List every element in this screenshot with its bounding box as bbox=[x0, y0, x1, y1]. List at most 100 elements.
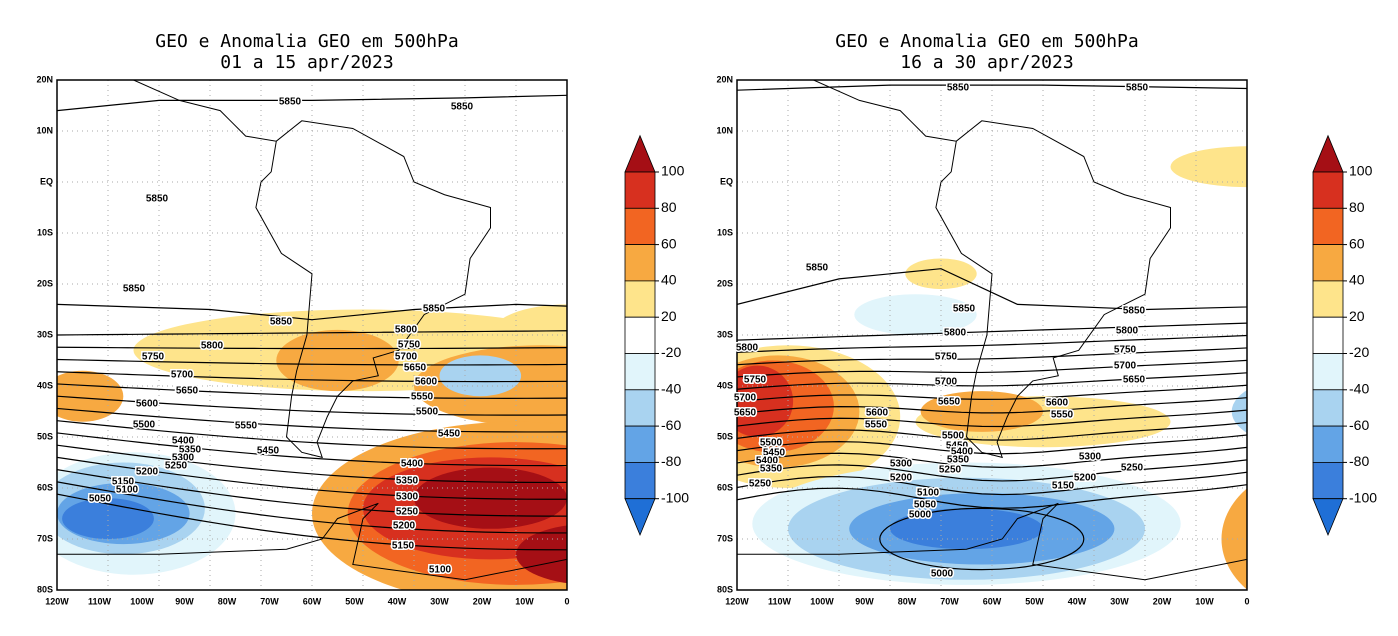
contour-label: 5100 bbox=[917, 488, 940, 499]
anomaly-area bbox=[276, 329, 399, 392]
contour-label: 5750 bbox=[398, 340, 421, 351]
lon-label: 90W bbox=[175, 596, 194, 606]
contour-line bbox=[57, 481, 567, 534]
contour-label: 5500 bbox=[133, 420, 156, 431]
lat-label: 40S bbox=[717, 380, 733, 390]
contour-label: 5450 bbox=[763, 448, 786, 459]
lat-label: 50S bbox=[37, 431, 53, 441]
map-frame bbox=[736, 79, 1248, 591]
lat-label: 50S bbox=[717, 431, 733, 441]
colorbar-cell bbox=[624, 389, 656, 427]
colorbar-label: -100 bbox=[1349, 489, 1377, 505]
lat-label: 10N bbox=[716, 125, 733, 135]
contour-label: 5550 bbox=[411, 392, 434, 403]
contour-line bbox=[57, 371, 567, 383]
contour-label: 5250 bbox=[939, 465, 962, 476]
contour-line bbox=[737, 268, 1247, 311]
colorbar-label: 20 bbox=[1349, 308, 1365, 324]
coastline bbox=[1262, 80, 1349, 162]
colorbar-cell bbox=[624, 244, 656, 282]
contour-label: 5300 bbox=[890, 459, 913, 470]
contour-label: 5400 bbox=[401, 459, 424, 470]
contour-label: 5450 bbox=[946, 441, 969, 452]
lon-label: 110W bbox=[88, 596, 112, 606]
anomaly-area bbox=[854, 294, 977, 335]
contour-label: 5850 bbox=[270, 317, 293, 328]
panel-subtitle: 16 a 30 apr/2023 bbox=[900, 52, 1073, 73]
colorbar-label: 80 bbox=[661, 199, 677, 215]
contour-label: 5300 bbox=[396, 492, 419, 503]
anomaly-area bbox=[890, 508, 1043, 550]
contour-line bbox=[57, 420, 567, 450]
contour-label: 5050 bbox=[89, 494, 112, 505]
contour-line bbox=[737, 359, 1247, 378]
lon-label: 10W bbox=[515, 596, 534, 606]
map-frame bbox=[56, 79, 568, 591]
lon-label: 80W bbox=[218, 596, 237, 606]
contour-label: 5250 bbox=[1121, 463, 1144, 474]
contour-label: 5800 bbox=[201, 341, 224, 352]
anomaly-area bbox=[516, 525, 567, 584]
lat-label: 70S bbox=[717, 533, 733, 543]
lon-label: 60W bbox=[983, 596, 1002, 606]
contour-label: 5050 bbox=[914, 500, 937, 511]
coastline bbox=[737, 502, 1247, 581]
contour-line bbox=[737, 397, 1247, 415]
lat-label: 10N bbox=[36, 125, 53, 135]
lon-label: 30W bbox=[430, 596, 449, 606]
contour-line bbox=[737, 334, 1247, 353]
contour-line bbox=[737, 372, 1247, 390]
contour-label: 5850 bbox=[953, 304, 976, 315]
lat-label: 20N bbox=[36, 74, 53, 84]
lat-label: 30S bbox=[37, 329, 53, 339]
contour-label: 5650 bbox=[734, 408, 757, 419]
contour-label: 5850 bbox=[947, 83, 970, 94]
lat-label: EQ bbox=[40, 176, 53, 186]
contour-label: 5200 bbox=[890, 473, 913, 484]
contour-label: 5500 bbox=[416, 407, 439, 418]
contour-label: 5550 bbox=[865, 420, 888, 431]
contour-label: 5250 bbox=[749, 479, 772, 490]
lon-label: 90W bbox=[855, 596, 874, 606]
colorbar-label: -40 bbox=[661, 381, 681, 397]
contour-label: 5450 bbox=[257, 446, 280, 457]
contour-label: 5800 bbox=[736, 343, 759, 354]
contour-line bbox=[737, 434, 1247, 455]
contour-line bbox=[737, 384, 1247, 403]
contour-label: 5700 bbox=[171, 370, 194, 381]
contour-line bbox=[737, 347, 1247, 366]
contour-line bbox=[57, 330, 567, 336]
colorbar-label: 100 bbox=[661, 163, 685, 179]
anomaly-area bbox=[920, 391, 1043, 432]
lat-label: 60S bbox=[717, 482, 733, 492]
colorbar-cell bbox=[1312, 461, 1344, 500]
lon-label: 20W bbox=[1153, 596, 1172, 606]
contour-line bbox=[57, 444, 567, 484]
contour-line bbox=[57, 358, 567, 366]
contour-label: 5850 bbox=[1126, 83, 1149, 94]
contour-label: 5400 bbox=[756, 456, 779, 467]
contour-label: 5550 bbox=[1051, 410, 1074, 421]
colorbar-cell bbox=[1312, 316, 1344, 354]
contour-line bbox=[737, 484, 1247, 509]
anomaly-area bbox=[1170, 146, 1247, 188]
contour-line bbox=[57, 407, 567, 433]
contour-label: 5500 bbox=[942, 431, 965, 442]
lon-label: 100W bbox=[810, 596, 834, 606]
colorbar-cell bbox=[1312, 353, 1344, 391]
contour-label: 5850 bbox=[123, 284, 146, 295]
contour-line bbox=[57, 469, 567, 517]
lat-label: 40S bbox=[37, 380, 53, 390]
lon-label: 50W bbox=[345, 596, 364, 606]
colorbar-cell bbox=[1312, 171, 1344, 209]
contour-label: 5850 bbox=[451, 102, 474, 113]
contour-label: 5800 bbox=[1116, 326, 1139, 337]
coastline bbox=[813, 80, 1171, 459]
contour-label: 5200 bbox=[1074, 473, 1097, 484]
panel-title: GEO e Anomalia GEO em 500hPa bbox=[155, 31, 458, 52]
contour-label: 5700 bbox=[1114, 361, 1137, 372]
colorbar-label: 60 bbox=[1349, 235, 1365, 251]
contour-label: 5600 bbox=[866, 408, 889, 419]
contour-line bbox=[57, 346, 567, 350]
colorbar-cell bbox=[1312, 207, 1344, 246]
